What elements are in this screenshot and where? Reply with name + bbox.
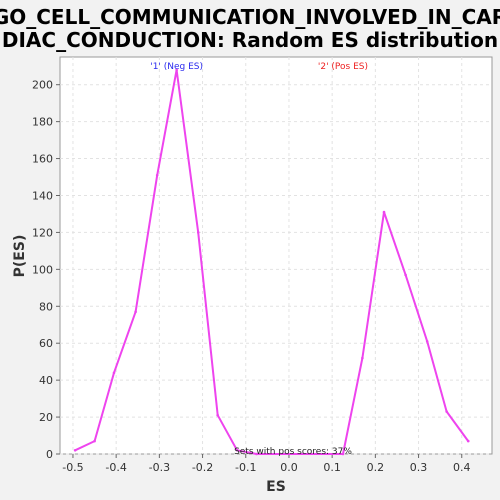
y-tick-label-0: 0 bbox=[46, 448, 53, 461]
data-point-0-14 bbox=[425, 340, 429, 343]
data-point-0-3 bbox=[134, 310, 137, 314]
data-point-0-11 bbox=[361, 356, 364, 360]
chart-title-line-2: DIAC_CONDUCTION: Random ES distribution bbox=[2, 28, 498, 52]
y-tick-label-3: 60 bbox=[39, 337, 53, 350]
x-tick-label-9: 0.4 bbox=[453, 461, 471, 474]
x-tick-label-8: 0.3 bbox=[410, 461, 428, 474]
y-tick-label-1: 20 bbox=[39, 411, 53, 424]
data-point-0-2 bbox=[112, 371, 116, 375]
y-axis-ticks: 0 20 40 60 80 100 120 140 160 180 200 bbox=[32, 79, 60, 461]
x-tick-label-6: 0.1 bbox=[323, 461, 341, 474]
data-point-0-9 bbox=[255, 452, 258, 456]
annotations-layer: '1' (Neg ES) '2' (Pos ES) bbox=[150, 62, 368, 72]
x-tick-label-1: -0.4 bbox=[105, 461, 126, 474]
data-point-0-8 bbox=[235, 449, 239, 452]
data-point-0-4 bbox=[155, 173, 159, 177]
y-tick-label-5: 100 bbox=[32, 263, 53, 276]
x-tick-label-2: -0.3 bbox=[149, 461, 170, 474]
y-tick-label-6: 120 bbox=[32, 226, 53, 239]
y-tick-label-2: 40 bbox=[39, 374, 53, 387]
chart-title-line-1: GO_CELL_COMMUNICATION_INVOLVED_IN_CAR bbox=[0, 5, 500, 29]
data-point-0-7 bbox=[216, 413, 219, 417]
y-tick-label-9: 180 bbox=[32, 116, 53, 129]
annotation-label-0: '1' (Neg ES) bbox=[150, 62, 203, 72]
data-point-0-6 bbox=[196, 231, 200, 234]
x-tick-label-3: -0.2 bbox=[192, 461, 213, 474]
y-tick-label-4: 80 bbox=[39, 300, 53, 313]
data-point-0-5 bbox=[175, 68, 178, 72]
y-tick-label-10: 200 bbox=[32, 79, 53, 92]
data-point-0-0 bbox=[73, 449, 77, 452]
pos-scores-footer: Sets with pos scores: 37% bbox=[234, 447, 352, 457]
data-point-0-12 bbox=[382, 210, 386, 214]
data-point-0-13 bbox=[404, 273, 407, 277]
x-axis-ticks: -0.5 -0.4 -0.3 -0.2 -0.1 0.0 0.1 0.2 0.3 0.4 bbox=[62, 454, 471, 474]
data-point-0-16 bbox=[466, 439, 470, 443]
y-axis-label: P(ES) bbox=[12, 235, 28, 278]
data-point-0-15 bbox=[445, 410, 448, 413]
y-tick-label-8: 160 bbox=[32, 153, 53, 166]
annotation-label-1: '2' (Pos ES) bbox=[318, 62, 368, 72]
x-axis-label: ES bbox=[266, 479, 286, 495]
plot-area bbox=[59, 56, 493, 455]
data-point-0-1 bbox=[93, 439, 96, 443]
x-tick-label-4: -0.1 bbox=[235, 461, 256, 474]
y-tick-label-7: 140 bbox=[32, 189, 53, 202]
x-tick-label-0: -0.5 bbox=[62, 461, 83, 474]
x-tick-label-5: 0.0 bbox=[280, 461, 298, 474]
x-tick-label-7: 0.2 bbox=[367, 461, 385, 474]
data-point-0-10 bbox=[341, 452, 345, 456]
series-layer bbox=[73, 68, 470, 456]
